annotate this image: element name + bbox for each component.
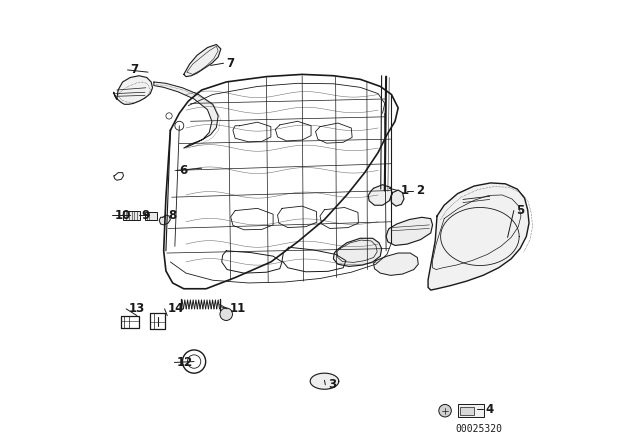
Text: 8: 8 [168, 209, 177, 222]
Text: 13: 13 [129, 302, 145, 315]
Polygon shape [428, 183, 529, 290]
Polygon shape [184, 44, 221, 77]
Text: 3: 3 [328, 378, 336, 391]
Circle shape [220, 308, 232, 320]
Polygon shape [154, 82, 218, 148]
Circle shape [175, 121, 184, 130]
Polygon shape [374, 253, 419, 276]
Text: 4: 4 [485, 403, 493, 416]
Bar [124, 211, 140, 220]
Text: 00025320: 00025320 [455, 423, 502, 434]
Polygon shape [368, 185, 392, 205]
Polygon shape [114, 76, 152, 104]
Text: 1: 1 [401, 184, 408, 197]
Polygon shape [310, 373, 339, 389]
Text: 2: 2 [416, 184, 424, 197]
Text: 6: 6 [179, 164, 188, 177]
Text: 14: 14 [167, 302, 184, 315]
Circle shape [166, 113, 172, 119]
Text: 11: 11 [230, 302, 246, 315]
Bar [458, 405, 484, 417]
Polygon shape [386, 217, 433, 246]
Text: 9: 9 [141, 209, 150, 222]
Text: 7: 7 [226, 57, 234, 70]
Bar [145, 212, 157, 220]
Polygon shape [333, 238, 381, 267]
Circle shape [439, 405, 451, 417]
Polygon shape [390, 190, 404, 206]
Text: 10: 10 [115, 209, 131, 222]
Polygon shape [159, 215, 170, 225]
Text: 12: 12 [177, 356, 193, 369]
Text: 7: 7 [130, 64, 138, 77]
Bar [460, 407, 474, 415]
Text: 5: 5 [516, 204, 525, 217]
